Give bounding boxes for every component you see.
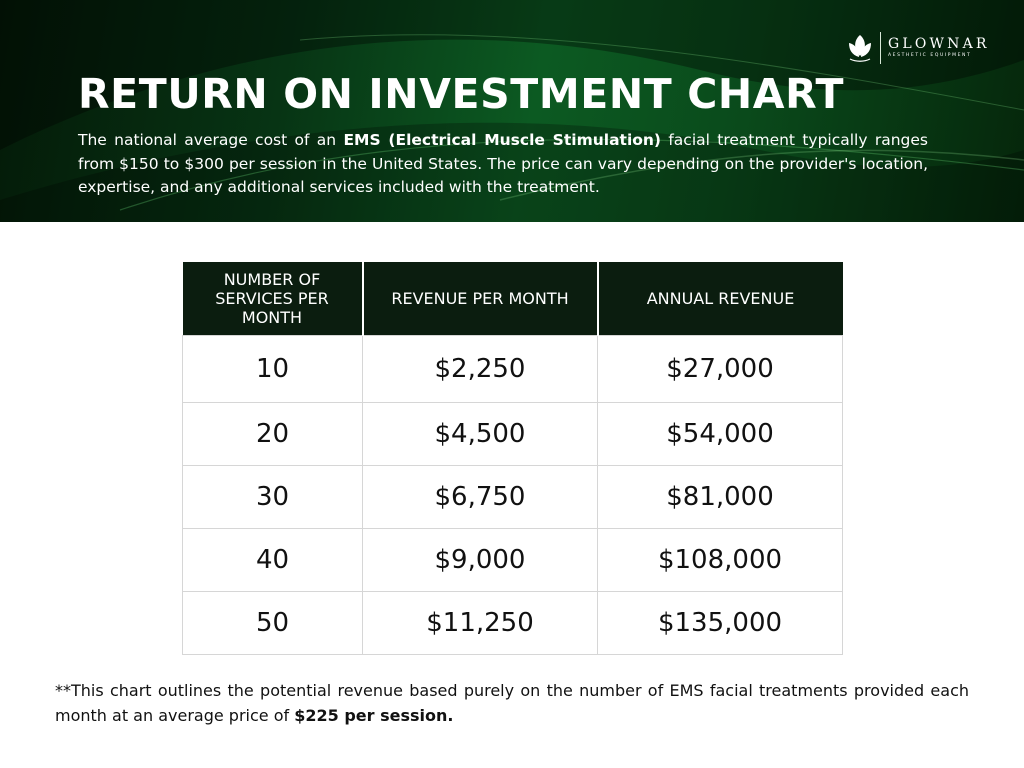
table-row: 40 $9,000 $108,000 [182, 527, 843, 592]
table-row: 20 $4,500 $54,000 [182, 401, 843, 466]
table-row: 50 $11,250 $135,000 [182, 590, 843, 655]
table-header-row: NUMBER OF SERVICES PER MONTH REVENUE PER… [182, 262, 843, 335]
table-row: 10 $2,250 $27,000 [182, 334, 843, 403]
header-services: NUMBER OF SERVICES PER MONTH [182, 262, 364, 335]
cell-monthly-revenue: $11,250 [362, 590, 598, 655]
cell-annual-revenue: $81,000 [597, 464, 843, 529]
cell-monthly-revenue: $2,250 [362, 334, 598, 403]
cell-services: 20 [182, 401, 363, 466]
brand-logo: GLOWNAR AESTHETIC EQUIPMENT [846, 30, 996, 66]
intro-text-start: The national average cost of an [78, 131, 344, 149]
cell-services: 40 [182, 527, 363, 592]
cell-monthly-revenue: $4,500 [362, 401, 598, 466]
header-annual-revenue: ANNUAL REVENUE [597, 262, 843, 335]
cell-monthly-revenue: $9,000 [362, 527, 598, 592]
cell-annual-revenue: $108,000 [597, 527, 843, 592]
cell-services: 50 [182, 590, 363, 655]
intro-paragraph: The national average cost of an EMS (Ele… [78, 129, 928, 200]
lotus-leaf-icon [849, 35, 871, 62]
cell-services: 10 [182, 334, 363, 403]
cell-annual-revenue: $135,000 [597, 590, 843, 655]
cell-annual-revenue: $54,000 [597, 401, 843, 466]
cell-services: 30 [182, 464, 363, 529]
roi-table: NUMBER OF SERVICES PER MONTH REVENUE PER… [182, 262, 843, 655]
header-monthly-revenue: REVENUE PER MONTH [362, 262, 599, 335]
footnote-price: $225 per session. [294, 706, 454, 725]
intro-text-bold: EMS (Electrical Muscle Stimulation) [343, 131, 662, 149]
table-row: 30 $6,750 $81,000 [182, 464, 843, 529]
intro-text-end: facial treatment typically ranges from $… [78, 131, 928, 196]
header-banner: GLOWNAR AESTHETIC EQUIPMENT RETURN ON IN… [0, 0, 1024, 222]
wave-decoration [0, 0, 1024, 222]
footnote-text: **This chart outlines the potential reve… [55, 681, 969, 725]
cell-monthly-revenue: $6,750 [362, 464, 598, 529]
cell-annual-revenue: $27,000 [597, 334, 843, 403]
footnote: **This chart outlines the potential reve… [55, 678, 969, 728]
brand-name: GLOWNAR [888, 36, 990, 52]
page-title: RETURN ON INVESTMENT CHART [78, 70, 845, 118]
logo-divider [880, 32, 881, 64]
brand-tagline: AESTHETIC EQUIPMENT [888, 53, 972, 58]
